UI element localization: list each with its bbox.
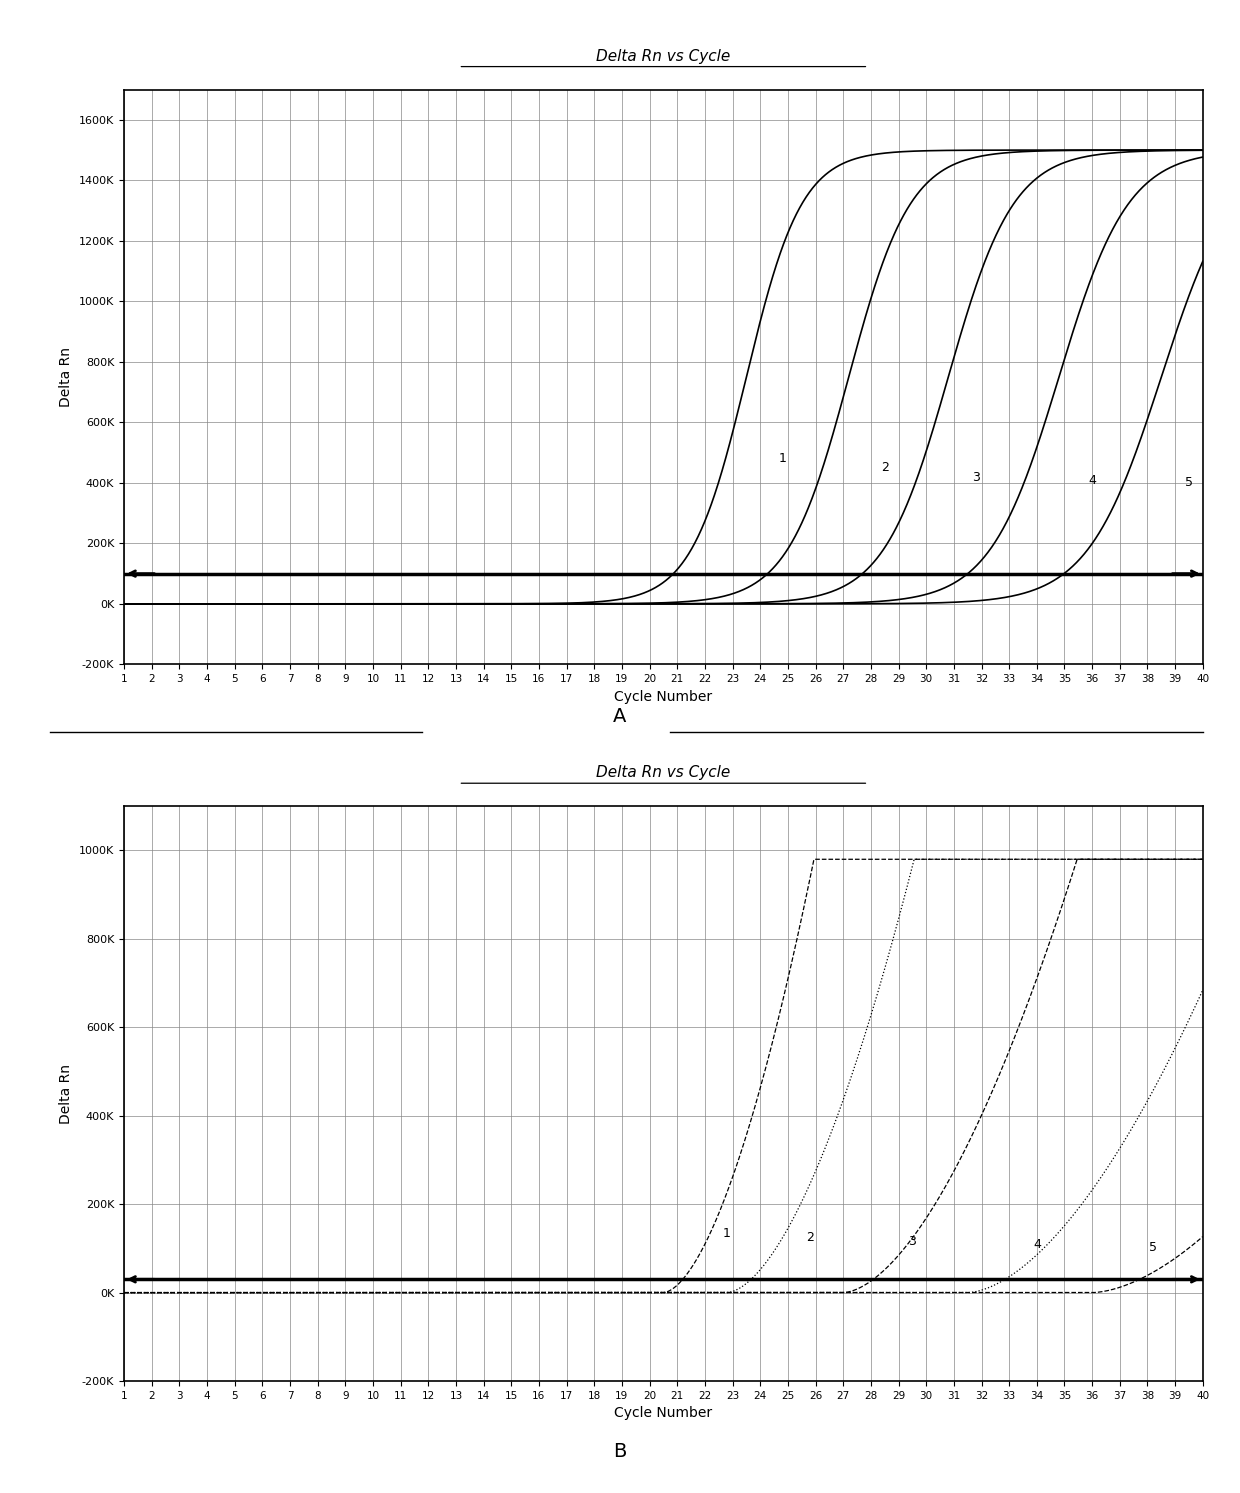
Text: Delta Rn vs Cycle: Delta Rn vs Cycle [596, 49, 730, 64]
Y-axis label: Delta Rn: Delta Rn [60, 1063, 73, 1124]
Text: A: A [614, 708, 626, 726]
Text: 2: 2 [880, 461, 889, 473]
Text: 3: 3 [972, 472, 980, 484]
Text: 5: 5 [1149, 1241, 1157, 1254]
Text: 1: 1 [723, 1227, 730, 1239]
X-axis label: Cycle Number: Cycle Number [614, 690, 713, 703]
Text: 1: 1 [779, 452, 786, 464]
X-axis label: Cycle Number: Cycle Number [614, 1406, 713, 1420]
Text: 4: 4 [1089, 475, 1096, 487]
Text: 4: 4 [1033, 1238, 1040, 1251]
Text: B: B [614, 1442, 626, 1460]
Text: Delta Rn vs Cycle: Delta Rn vs Cycle [596, 766, 730, 781]
Y-axis label: Delta Rn: Delta Rn [60, 346, 73, 408]
Text: 2: 2 [806, 1230, 813, 1244]
Text: 5: 5 [1185, 476, 1193, 488]
Text: 3: 3 [909, 1235, 916, 1248]
